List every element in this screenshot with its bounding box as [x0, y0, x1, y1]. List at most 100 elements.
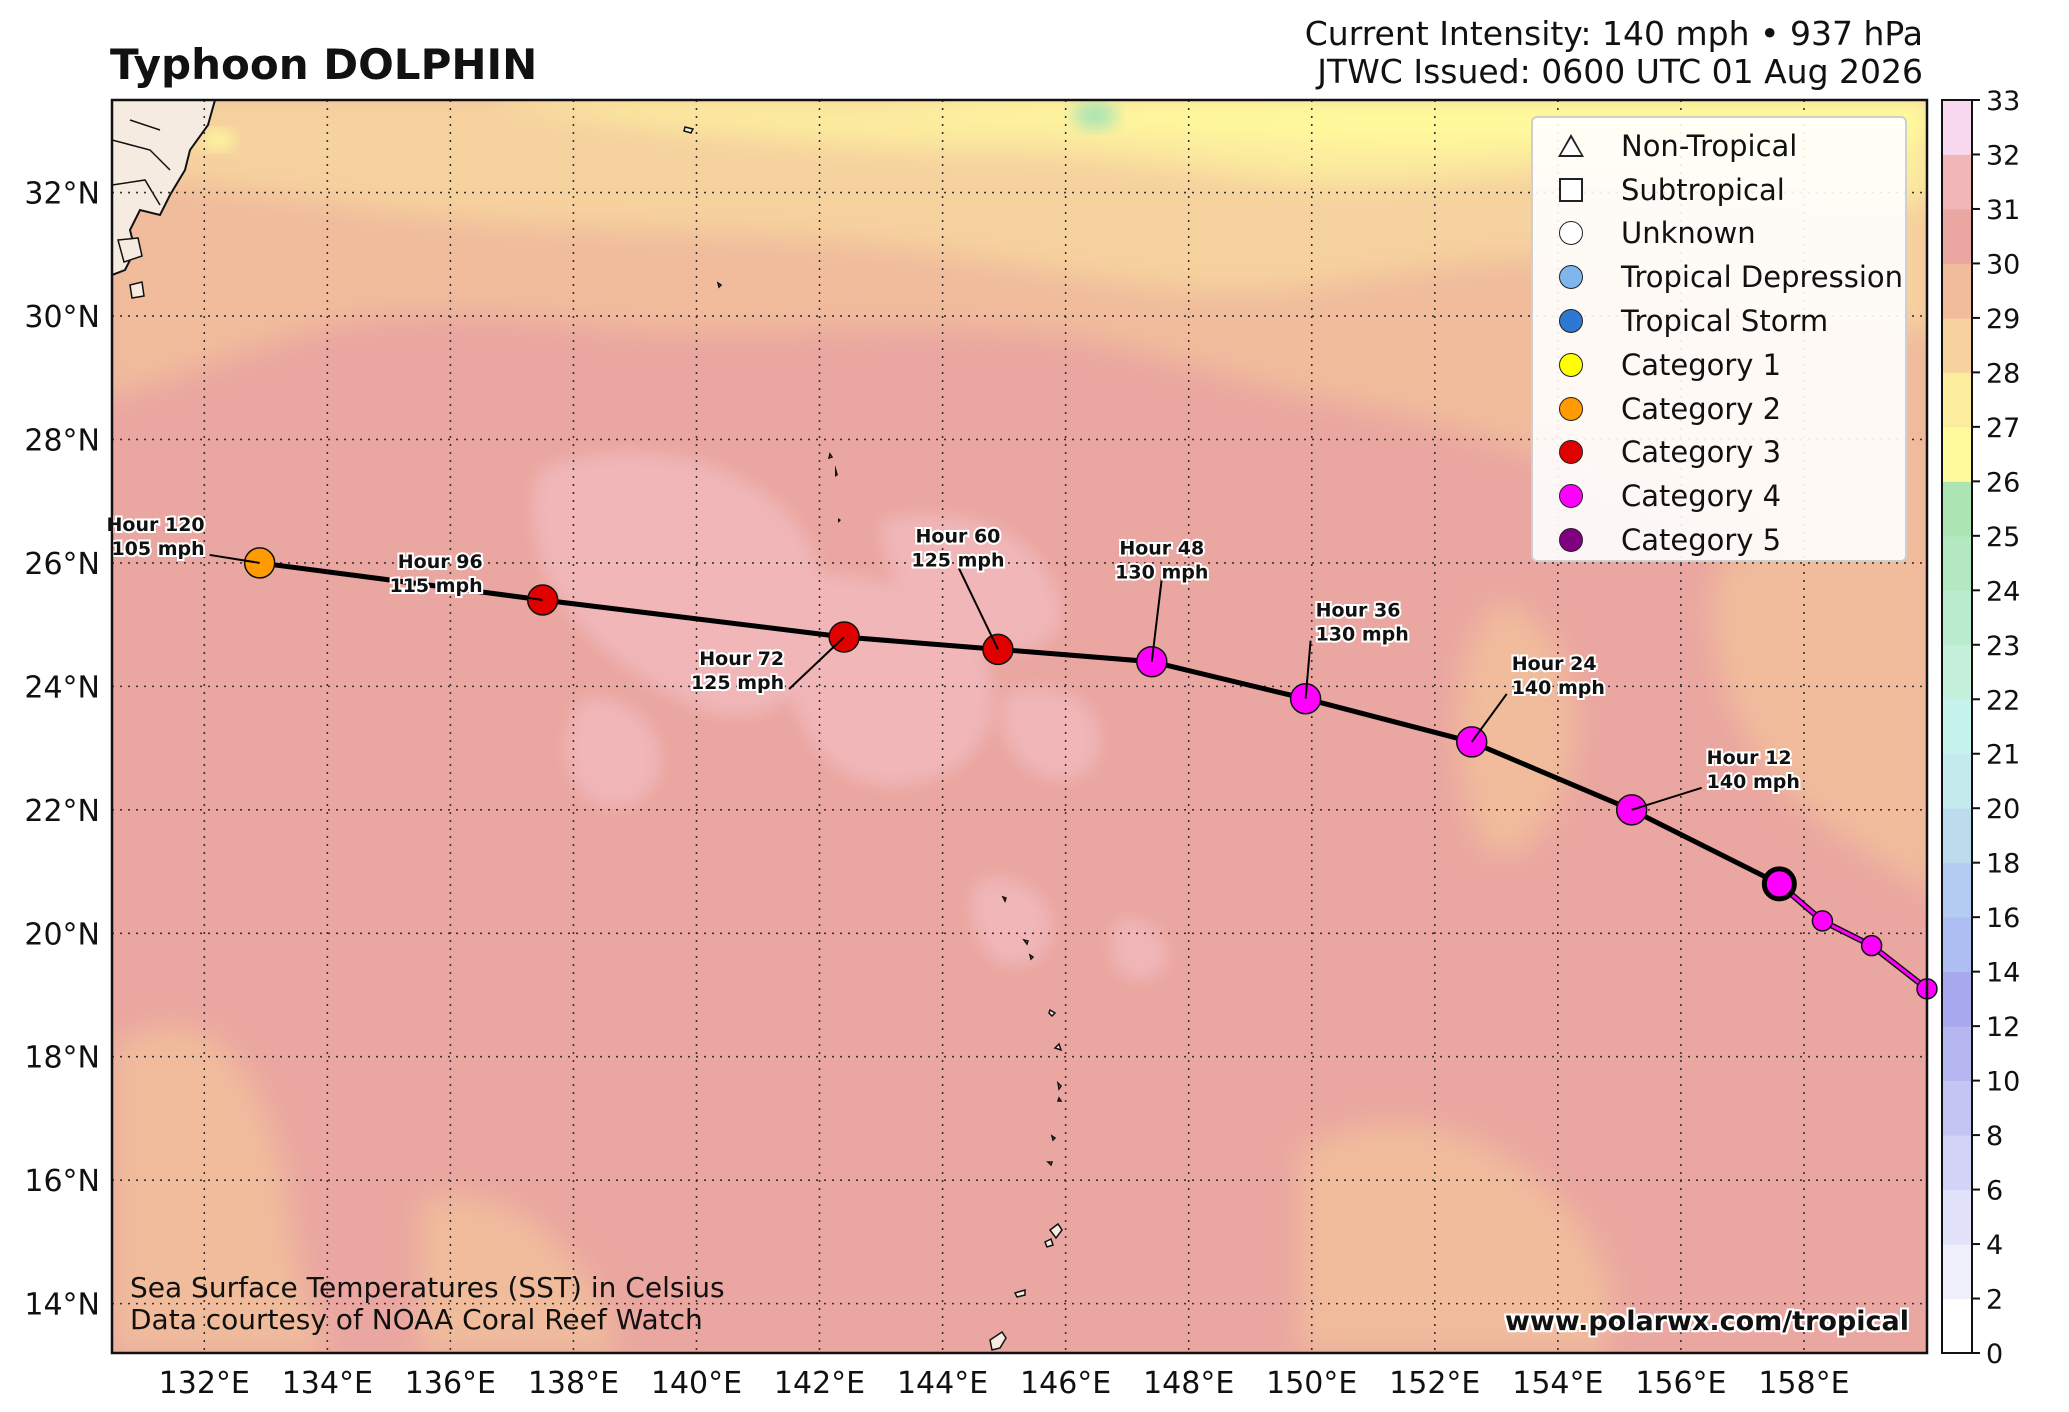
- current-intensity: Current Intensity: 140 mph • 937 hPa: [1304, 14, 1923, 53]
- colorbar-segment: [1942, 535, 1972, 591]
- colorbar-tick-label: 10: [1986, 1067, 2020, 1098]
- colorbar-tick-label: 33: [1986, 86, 2020, 117]
- lon-tick-label: 150°E: [1266, 1366, 1357, 1401]
- forecast-wind-label: 125 mph: [911, 549, 1004, 571]
- colorbar-tick-label: 28: [1986, 358, 2020, 389]
- forecast-wind-label: 115 mph: [389, 575, 482, 597]
- lon-tick-label: 148°E: [1143, 1366, 1234, 1401]
- colorbar-tick-label: 14: [1986, 958, 2020, 989]
- legend-item: Tropical Storm: [1533, 299, 1905, 343]
- colorbar-segment: [1942, 1244, 1972, 1300]
- forecast-hour-label: Hour 96: [398, 551, 483, 573]
- legend-item: Category 1: [1533, 343, 1905, 387]
- colorbar-tick-label: 2: [1986, 1285, 2003, 1316]
- japan-land: [112, 100, 1063, 1351]
- colorbar-tick-label: 4: [1986, 1230, 2003, 1261]
- colorbar-segment: [1942, 644, 1972, 700]
- colorbar-tick-label: 30: [1986, 249, 2020, 280]
- forecast-hour-label: Hour 60: [916, 525, 1001, 547]
- lon-tick-label: 142°E: [774, 1366, 865, 1401]
- colorbar-segment: [1942, 590, 1972, 646]
- lat-tick-label: 14°N: [24, 1288, 100, 1323]
- label-leader-line: [487, 590, 543, 601]
- colorbar-segment: [1942, 1135, 1972, 1191]
- colorbar-segment: [1942, 154, 1972, 210]
- lat-tick-label: 16°N: [24, 1164, 100, 1199]
- forecast-hour-label: Hour 24: [1512, 653, 1597, 675]
- colorbar-segment: [1942, 263, 1972, 319]
- label-leader-line: [957, 565, 999, 650]
- lon-tick-label: 140°E: [651, 1366, 742, 1401]
- data-credits: Sea Surface Temperatures (SST) in Celsiu…: [130, 1272, 725, 1336]
- past-track-point: [1860, 934, 1883, 957]
- issued-time: JTWC Issued: 0600 UTC 01 Aug 2026: [1317, 52, 1923, 91]
- forecast-hour-label: Hour 36: [1316, 600, 1401, 622]
- category-legend: Non-Tropical Subtropical Unknown Tropical D…: [1531, 116, 1907, 562]
- colorbar-segment: [1942, 699, 1972, 755]
- colorbar-segment: [1942, 753, 1972, 809]
- colorbar-tick-label: 27: [1986, 413, 2020, 444]
- colorbar-frame: [1941, 99, 1973, 1354]
- label-leader-line: [788, 636, 845, 690]
- circle-marker-icon: [1559, 309, 1583, 334]
- legend-label: Category 2: [1621, 391, 1782, 426]
- legend-label: Category 4: [1621, 479, 1782, 514]
- lat-tick-label: 18°N: [24, 1041, 100, 1076]
- forecast-hour-label: Hour 12: [1707, 747, 1792, 769]
- circle-marker-icon: [1559, 440, 1583, 465]
- legend-item: Category 4: [1533, 474, 1905, 518]
- colorbar-segment: [1942, 1298, 1972, 1354]
- website-watermark: www.polarwx.com/tropical: [1504, 1306, 1909, 1337]
- colorbar-segment: [1942, 971, 1972, 1027]
- credit-line-1: Sea Surface Temperatures (SST) in Celsiu…: [130, 1271, 725, 1304]
- label-leader-line: [1470, 693, 1508, 743]
- label-leader-line: [1631, 786, 1702, 811]
- triangle-marker-icon: [1558, 134, 1584, 158]
- lat-tick-label: 26°N: [24, 547, 100, 582]
- forecast-wind-label: 130 mph: [1115, 562, 1208, 584]
- legend-label: Tropical Storm: [1621, 304, 1829, 339]
- legend-label: Subtropical: [1621, 172, 1785, 207]
- square-marker-icon: [1559, 177, 1583, 202]
- page-title: Typhoon DOLPHIN: [110, 40, 538, 89]
- credit-line-2: Data courtesy of NOAA Coral Reef Watch: [130, 1303, 703, 1336]
- lon-tick-label: 134°E: [282, 1366, 373, 1401]
- legend-label: Category 1: [1621, 347, 1782, 382]
- legend-label: Category 3: [1621, 435, 1782, 470]
- colorbar-segment: [1942, 317, 1972, 373]
- legend-label: Unknown: [1621, 216, 1756, 251]
- legend-label: Non-Tropical: [1621, 128, 1798, 163]
- colorbar-tick-label: 32: [1986, 140, 2020, 171]
- forecast-wind-label: 140 mph: [1512, 677, 1605, 699]
- colorbar-tick-label: 21: [1986, 740, 2020, 771]
- colorbar-tick-label: 12: [1986, 1012, 2020, 1043]
- label-leader-line: [209, 553, 260, 564]
- lat-tick-label: 32°N: [24, 177, 100, 212]
- colorbar-tick-label: 29: [1986, 304, 2020, 335]
- map-frame: [110, 98, 1929, 1355]
- colorbar-tick-label: 8: [1986, 1121, 2003, 1152]
- lat-tick-label: 20°N: [24, 917, 100, 952]
- colorbar-segment: [1942, 1189, 1972, 1245]
- lon-tick-label: 154°E: [1512, 1366, 1603, 1401]
- circle-marker-icon: [1559, 484, 1583, 509]
- legend-item: Category 3: [1533, 431, 1905, 475]
- legend-item: Category 2: [1533, 387, 1905, 431]
- forecast-hour-label: Hour 120: [107, 514, 205, 536]
- colorbar-tick-label: 16: [1986, 903, 2020, 934]
- lon-tick-label: 156°E: [1635, 1366, 1726, 1401]
- colorbar-tick-label: 6: [1986, 1176, 2003, 1207]
- legend-label: Tropical Depression: [1621, 260, 1904, 295]
- lon-tick-label: 136°E: [405, 1366, 496, 1401]
- colorbar-tick-label: 26: [1986, 467, 2020, 498]
- colorbar-segment: [1942, 481, 1972, 537]
- colorbar-tick-label: 18: [1986, 849, 2020, 880]
- forecast-hour-label: Hour 48: [1119, 538, 1204, 560]
- axis-labels: 132°E 134°E 136°E 138°E 140°E 142°E 144°E 146°E…: [24, 177, 1849, 1401]
- colorbar-tick-label: 31: [1986, 195, 2020, 226]
- forecast-wind-label: 130 mph: [1316, 624, 1409, 646]
